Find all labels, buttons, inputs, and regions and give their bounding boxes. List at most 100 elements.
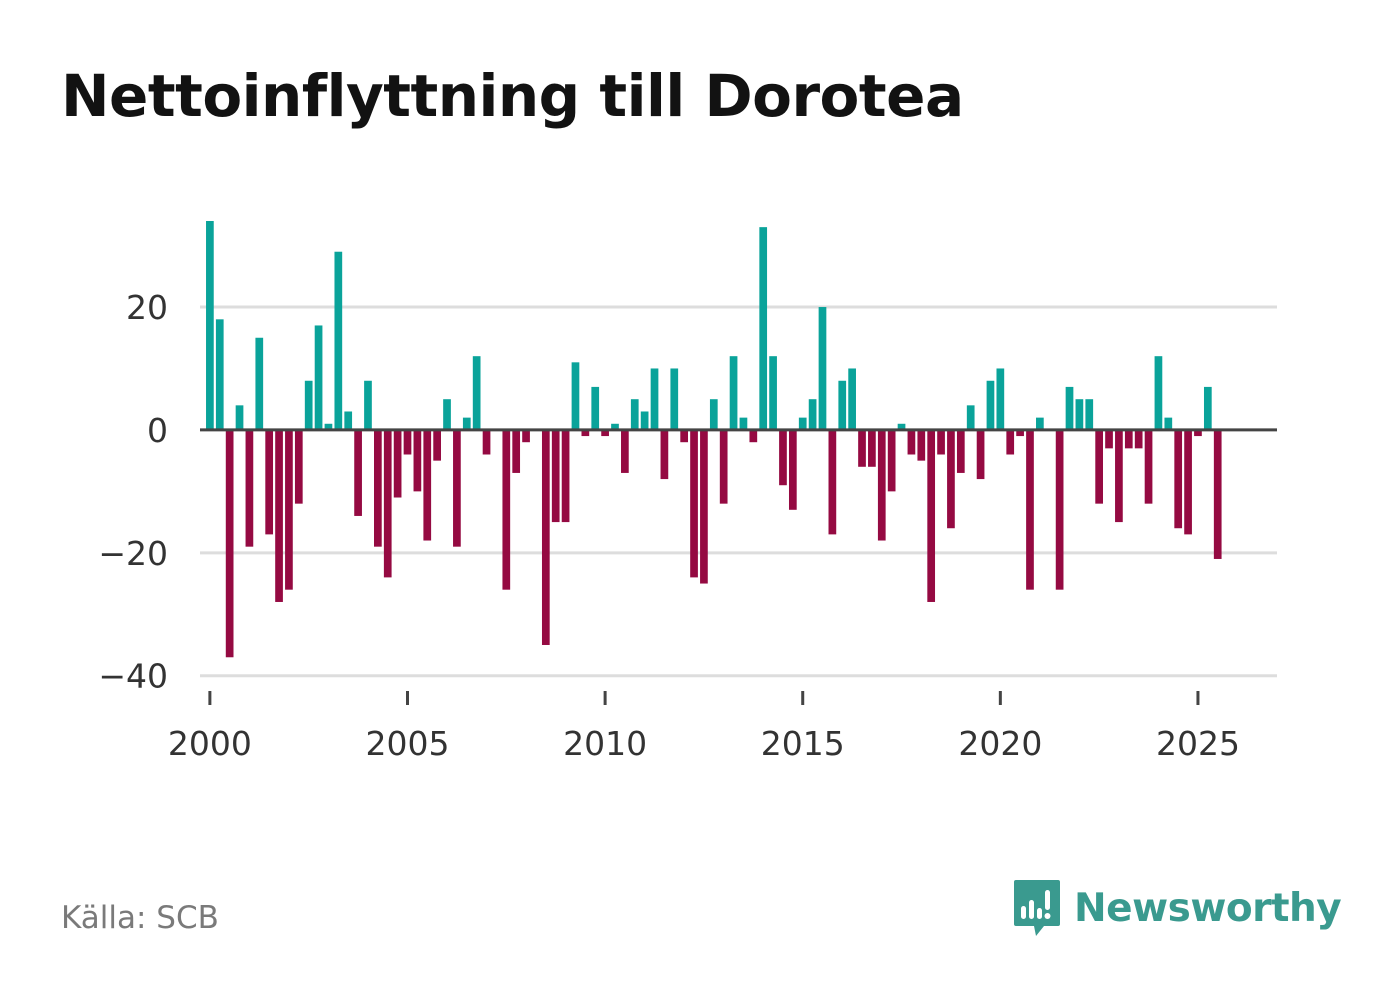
bar: [1036, 417, 1044, 430]
bar: [314, 325, 323, 430]
bar: [462, 417, 471, 430]
bar: [630, 399, 639, 430]
y-tick-label: −20: [98, 534, 168, 573]
bar: [996, 368, 1005, 430]
bar: [611, 423, 619, 430]
bar: [808, 399, 817, 430]
bar: [591, 386, 600, 430]
bar: [1085, 399, 1094, 430]
x-axis: 2000 2005 2010 2015 2020 2025: [168, 691, 1240, 763]
bar: [502, 429, 511, 590]
bar: [1174, 429, 1183, 529]
bar: [956, 429, 965, 473]
bar: [680, 429, 689, 443]
bar: [334, 251, 343, 430]
y-tick-label: −40: [98, 657, 168, 696]
bars: [206, 221, 1222, 658]
bar: [838, 380, 847, 430]
y-axis-labels: 20 0 −20 −40: [98, 288, 168, 696]
bar: [294, 429, 303, 504]
bar: [660, 429, 669, 480]
bar: [779, 429, 787, 486]
bar: [522, 429, 530, 443]
bar: [1203, 386, 1212, 430]
bar: [976, 429, 985, 480]
bar: [1075, 399, 1084, 430]
bar: [571, 362, 580, 430]
bar: [1213, 429, 1222, 559]
bar: [433, 429, 441, 461]
bar: [225, 429, 234, 658]
x-tick-label: 2025: [1156, 724, 1240, 763]
bar: [749, 429, 758, 443]
bar: [215, 319, 224, 430]
bar: [739, 417, 748, 430]
bar: [393, 429, 402, 498]
bar: [255, 337, 264, 430]
chart-title: Nettoinflyttning till Dorotea: [61, 62, 964, 130]
bar: [413, 429, 422, 492]
bar: [877, 429, 886, 541]
bar: [1016, 429, 1024, 437]
bar: [206, 221, 214, 430]
bar: [551, 429, 560, 523]
bar: [403, 429, 412, 455]
bar: [818, 307, 827, 430]
bar: [690, 429, 698, 578]
bar: [423, 429, 432, 541]
grid-lines: [200, 305, 1277, 678]
bar: [1164, 417, 1173, 430]
bar: [670, 368, 679, 430]
bar: [1184, 429, 1192, 535]
bar: [304, 380, 313, 430]
bar: [541, 429, 550, 645]
bar: [285, 429, 293, 590]
bar: [383, 429, 392, 578]
bar: [769, 356, 777, 430]
bar: [1105, 429, 1113, 449]
bar: [1006, 429, 1015, 455]
bar: [1144, 429, 1153, 504]
bar: [1124, 429, 1133, 449]
bar: [650, 368, 659, 430]
bar: [482, 429, 491, 455]
bar: [621, 429, 629, 473]
x-tick-label: 2020: [958, 724, 1042, 763]
x-tick-label: 2010: [563, 724, 647, 763]
bar: [897, 423, 906, 430]
bar: [344, 411, 353, 430]
y-tick-label: 20: [126, 288, 168, 327]
y-tick-label: 0: [147, 411, 168, 450]
bar: [354, 429, 362, 516]
bar: [1026, 429, 1034, 590]
bar: [1055, 429, 1064, 590]
bar: [640, 411, 649, 430]
bar: [729, 356, 738, 430]
bar: [828, 429, 837, 535]
bar: [907, 429, 916, 455]
bar: [798, 417, 807, 430]
bar: [917, 429, 926, 461]
x-tick-label: 2015: [761, 724, 845, 763]
bar: [986, 380, 995, 430]
bar: [265, 429, 274, 535]
bar: [443, 399, 451, 430]
bar: [966, 405, 975, 430]
bar: [453, 429, 461, 547]
source-note: Källa: SCB: [61, 900, 219, 936]
bar: [245, 429, 254, 547]
bar: [848, 368, 856, 430]
bar: [324, 423, 333, 430]
bar: [1065, 386, 1074, 430]
bar: [1095, 429, 1104, 504]
bar: [275, 429, 283, 602]
bar: [709, 399, 718, 430]
bar: [759, 227, 768, 430]
bar: [947, 429, 955, 529]
bar: [373, 429, 382, 547]
x-tick-label: 2000: [168, 724, 252, 763]
bar: [1194, 429, 1202, 437]
bar: [937, 429, 945, 455]
bar: [858, 429, 866, 467]
bar: [1134, 429, 1143, 449]
